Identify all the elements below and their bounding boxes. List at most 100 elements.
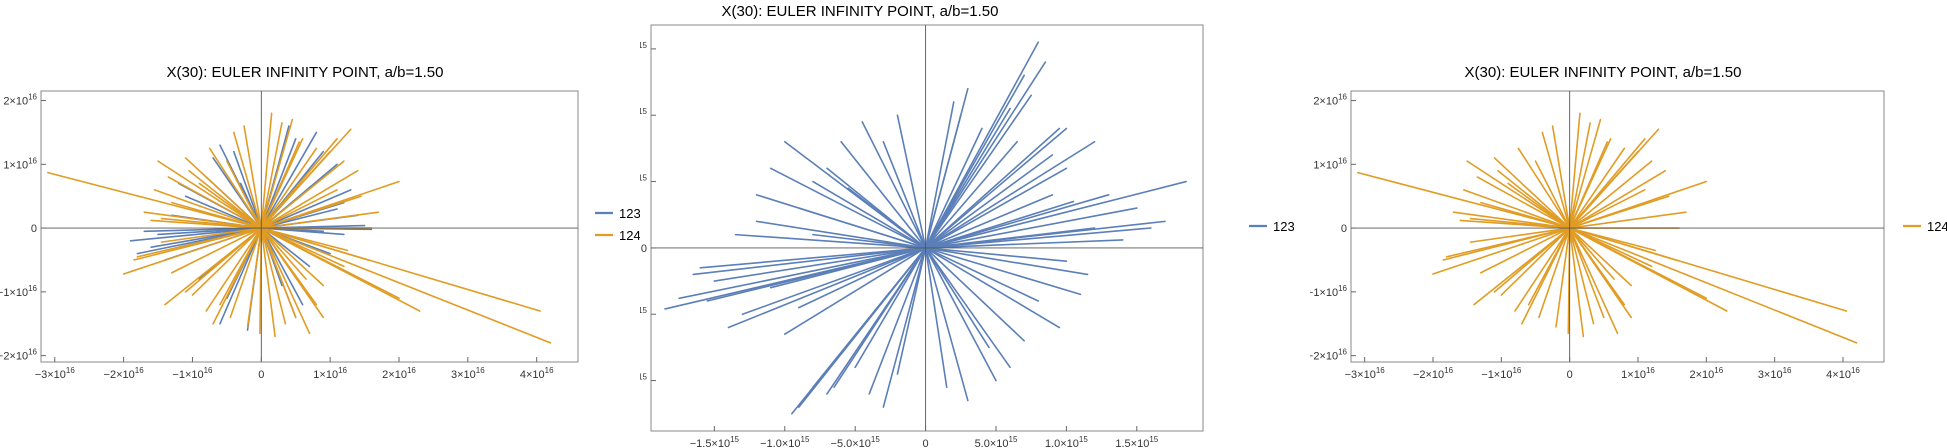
series-124-segment (1568, 160, 1653, 229)
series-124-segment (1357, 171, 1571, 229)
series-124-segment (1568, 227, 1728, 312)
y-tick-label: −1.0×1015 (640, 373, 648, 388)
x-tick-label: 2×1016 (382, 366, 416, 381)
series-124-segment (1469, 227, 1571, 243)
y-tick-label: −1×1016 (0, 284, 38, 299)
series-123-segment (924, 247, 990, 349)
series-124-segment (205, 227, 263, 312)
x-tick-label: −1.0×1015 (760, 435, 810, 448)
x-tick-label: 0 (258, 369, 264, 381)
y-tick-label: −2×1016 (1310, 348, 1348, 363)
chart-right: X(30): EULER INFINITY POINT, a/b=1.50 −3×… (1310, 64, 1947, 381)
x-tick-label: −3×1016 (35, 366, 76, 381)
series-123-segment (924, 247, 1040, 302)
legend-label-124: 124 (619, 228, 640, 243)
series-124-segment (260, 147, 318, 229)
series-124-segment (260, 227, 311, 335)
series-124-segment (1568, 227, 1632, 319)
series-124-segment (1473, 227, 1571, 306)
series-124-segment (260, 227, 276, 338)
series-124-segment (260, 211, 380, 229)
x-tick-label: −1.5×1015 (690, 435, 740, 448)
series-124-segment (191, 227, 263, 296)
series-123-segment (924, 247, 1068, 262)
series-124-segment (260, 227, 297, 319)
series-123-segment (924, 200, 1075, 249)
plot-frame (40, 90, 579, 363)
series-124-segment (260, 195, 362, 229)
series-123-segment (924, 94, 1033, 249)
x-tick-label: 1×1016 (1621, 366, 1655, 381)
series-123-segment (861, 121, 927, 249)
series-124-segment (47, 171, 263, 229)
series-123-segment (924, 154, 1054, 249)
series-124-segment (260, 160, 345, 229)
series-123-segment (260, 189, 352, 229)
series-124-segment (1568, 227, 1615, 280)
x-tick-label: 3×1016 (451, 366, 485, 381)
series-124-segment (1476, 176, 1571, 229)
series-123-segment (924, 247, 1089, 276)
x-tick-label: 0 (923, 438, 929, 448)
series-124-segment (1432, 227, 1571, 275)
series-124-segment (184, 157, 263, 229)
x-tick-label: 1.0×1015 (1045, 435, 1088, 448)
series-123-segment (924, 207, 1138, 249)
series-124-segment (232, 131, 263, 229)
series-123-segment (734, 233, 927, 249)
series-124-segment (1466, 160, 1571, 229)
series-124-segment (1500, 227, 1571, 296)
chart-title: X(30): EULER INFINITY POINT, a/b=1.50 (167, 64, 444, 81)
y-tick-label: 1.5×1015 (640, 41, 648, 56)
series-124-segment (1568, 227, 1619, 335)
series-123-segment (924, 239, 1124, 249)
series-123-segment (924, 247, 1011, 369)
series-124-segment (260, 227, 325, 287)
y-tick-label: 1×1016 (1313, 156, 1347, 171)
series-124-segment (1541, 131, 1571, 229)
series-123-segment (232, 150, 263, 229)
series-124-segment (260, 227, 552, 344)
series-124-segment (1538, 227, 1571, 319)
series-124-segment (157, 160, 263, 229)
series-123-segment (924, 74, 1025, 249)
series-123-segment (882, 140, 927, 249)
y-tick-label: 0 (1341, 223, 1347, 235)
x-tick-label: −5.0×1015 (831, 435, 881, 448)
series-123-segment (692, 247, 927, 276)
series-123-segment (854, 247, 927, 369)
y-tick-label: −5.0×1015 (640, 306, 648, 321)
series-123-segment (847, 187, 927, 249)
series-124-segment (243, 125, 263, 229)
series-124-segment (1568, 169, 1667, 229)
chart-left: X(30): EULER INFINITY POINT, a/b=1.50 −3×… (0, 64, 640, 381)
series-123-segment (783, 247, 927, 335)
x-tick-label: 1×1016 (313, 366, 347, 381)
series-124-segment (1497, 169, 1571, 229)
series-124-segment (1568, 147, 1626, 229)
series-124-segment (1527, 227, 1571, 306)
x-tick-label: −3×1016 (1345, 366, 1386, 381)
series-123-segment (833, 247, 927, 389)
series-123-segment (896, 114, 927, 249)
series-124-segment (1555, 227, 1571, 328)
series-124 (47, 112, 552, 344)
series-124-segment (1480, 227, 1571, 274)
chart-panel-center: X(30): EULER INFINITY POINT, a/b=1.50 −1.… (640, 0, 1310, 448)
y-tick-label: 1×1016 (3, 156, 37, 171)
x-tick-label: 2×1016 (1689, 366, 1723, 381)
series-123-segment (924, 114, 962, 249)
chart-panel-right: X(30): EULER INFINITY POINT, a/b=1.50 −3×… (1310, 0, 1947, 448)
series-123-segment (924, 247, 969, 402)
series-124-segment (260, 169, 359, 229)
series-123-segment (727, 247, 927, 329)
series-123-segment (699, 247, 927, 269)
series-124-segment (226, 160, 263, 229)
series-123-segment (769, 167, 927, 249)
series-123-segment (924, 127, 983, 249)
series-124-segment (160, 217, 263, 229)
x-tick-label: −2×1016 (1413, 366, 1454, 381)
series-123-segment (868, 247, 927, 395)
series-124-segment (1469, 217, 1571, 229)
series-123-segment (741, 247, 927, 316)
